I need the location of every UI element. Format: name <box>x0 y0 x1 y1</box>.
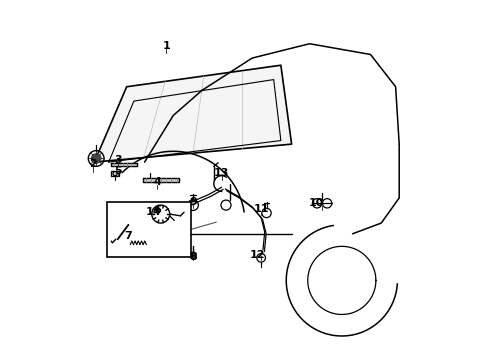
Circle shape <box>190 252 196 258</box>
Bar <box>111 171 120 176</box>
Circle shape <box>92 154 101 163</box>
Text: 13: 13 <box>214 168 229 178</box>
Text: 3: 3 <box>114 155 122 165</box>
Text: 6: 6 <box>153 206 161 216</box>
Text: 10: 10 <box>309 198 324 208</box>
Bar <box>107 202 191 257</box>
Polygon shape <box>143 178 179 182</box>
Text: 11: 11 <box>253 204 269 214</box>
Bar <box>111 171 120 176</box>
Text: 5: 5 <box>114 166 122 176</box>
Text: 9: 9 <box>189 197 197 207</box>
Polygon shape <box>95 65 292 162</box>
Text: 4: 4 <box>153 177 161 187</box>
Text: 14: 14 <box>146 207 161 217</box>
Polygon shape <box>111 163 137 166</box>
Text: 7: 7 <box>124 231 132 240</box>
Text: 12: 12 <box>250 250 265 260</box>
Text: 1: 1 <box>162 41 170 50</box>
Text: 2: 2 <box>89 159 97 169</box>
Circle shape <box>154 208 167 221</box>
Text: 8: 8 <box>189 252 197 262</box>
